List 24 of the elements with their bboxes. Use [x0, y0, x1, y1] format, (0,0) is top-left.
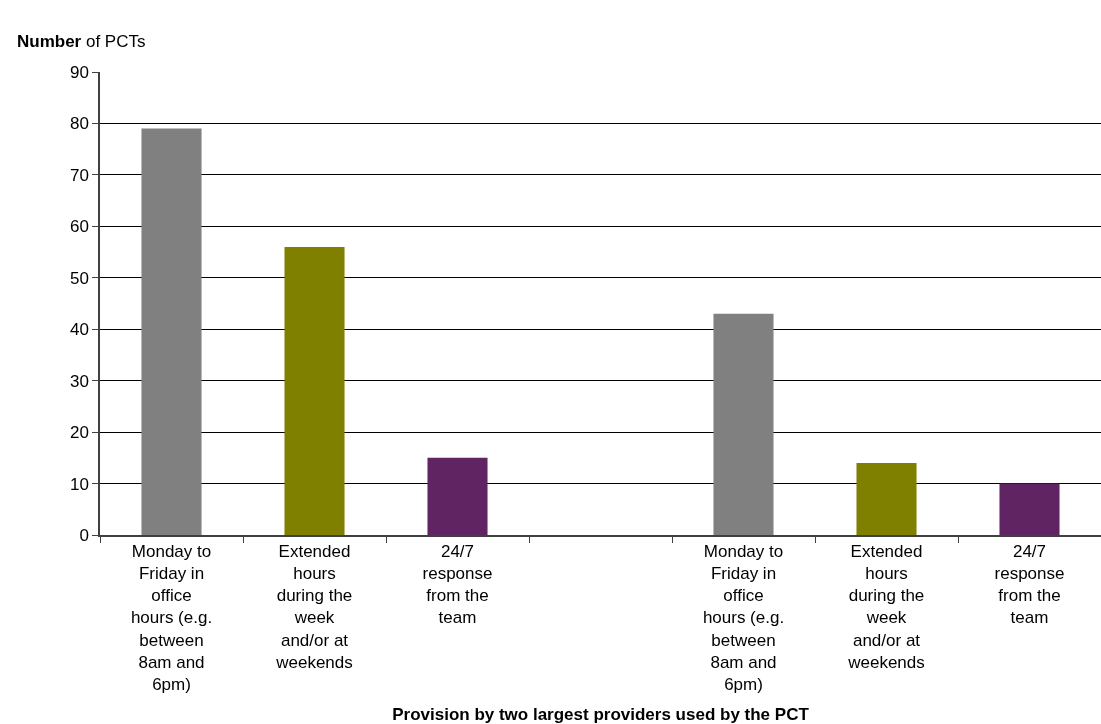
- y-axis-title: Number of PCTs: [17, 32, 146, 51]
- bar: [856, 462, 917, 535]
- x-tick-label: Monday to Friday in office hours (e.g. between 8am and 6pm): [130, 542, 213, 694]
- bar: [999, 483, 1060, 535]
- bar: [284, 246, 345, 535]
- y-tick-label: 10: [69, 474, 89, 494]
- x-tick-label: Extended hours during the week and/or at weekends: [275, 542, 353, 672]
- y-tick-label: 20: [69, 423, 89, 443]
- x-tick-label: 24/7 response from the team: [422, 542, 493, 628]
- y-tick-label: 60: [69, 217, 89, 237]
- y-tick-label: 0: [79, 525, 89, 545]
- bar: [713, 313, 774, 535]
- y-tick-label: 90: [69, 62, 89, 82]
- bar: [141, 128, 202, 535]
- y-tick-label: 80: [69, 114, 89, 134]
- x-tick-label: 24/7 response from the team: [994, 542, 1065, 628]
- y-tick-label: 40: [69, 320, 89, 340]
- y-tick-label: 50: [69, 268, 89, 288]
- x-axis-title: Provision by two largest providers used by the PCT: [392, 705, 810, 724]
- y-tick-label: 70: [69, 165, 89, 185]
- x-tick-label: Extended hours during the week and/or at weekends: [847, 542, 925, 672]
- bar: [427, 457, 488, 535]
- x-tick-label: Monday to Friday in office hours (e.g. between 8am and 6pm): [702, 542, 785, 694]
- y-tick-label: 30: [69, 371, 89, 391]
